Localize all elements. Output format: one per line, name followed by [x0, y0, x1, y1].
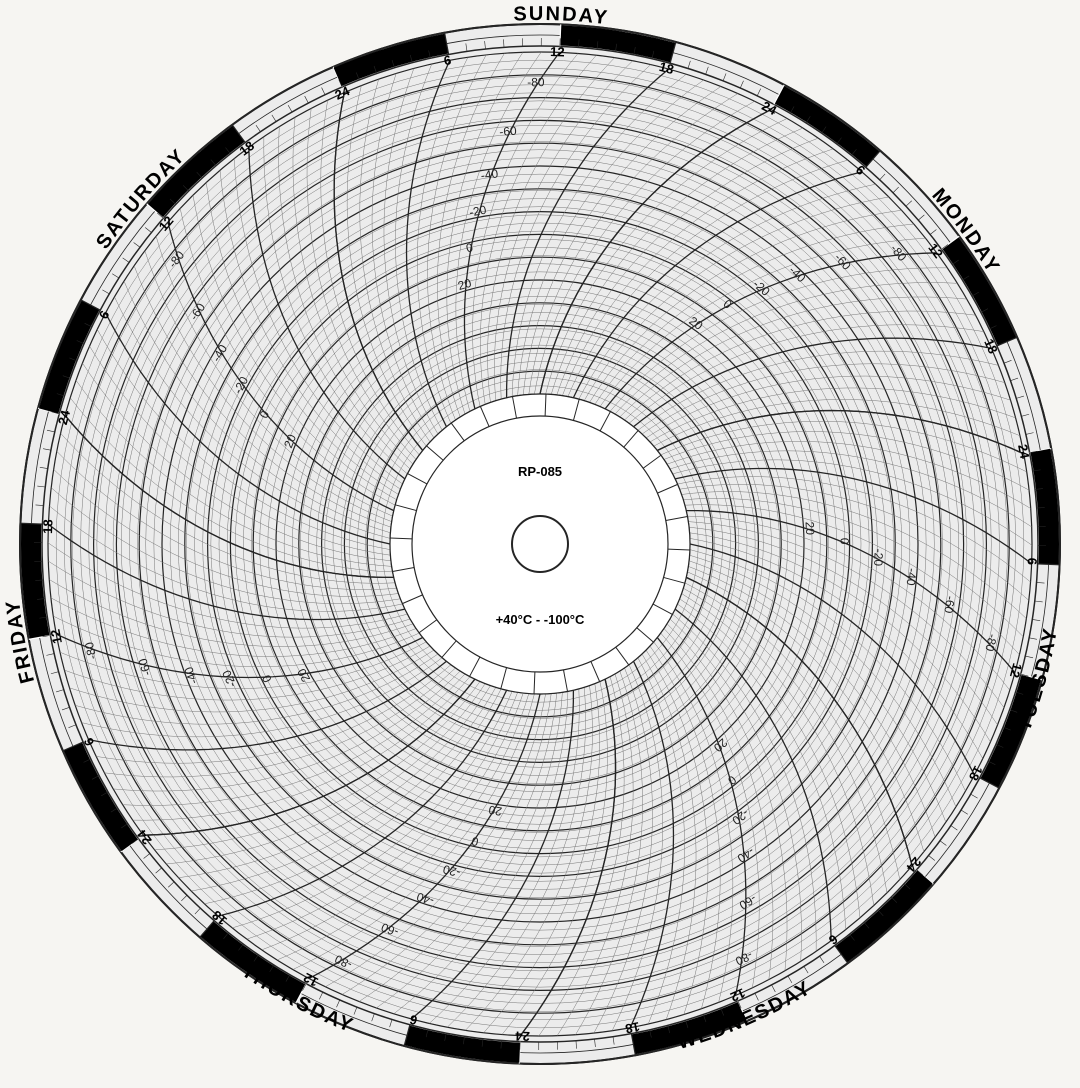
scale-label: -40 [480, 166, 499, 182]
range-label: +40°C - -100°C [496, 612, 585, 627]
hour-label: 18 [40, 519, 56, 534]
circular-chart: 6121824612182461218246121824612182461218… [0, 0, 1080, 1088]
scale-label: -80 [527, 75, 545, 89]
hour-label: 12 [550, 44, 565, 60]
model-label: RP-085 [518, 464, 562, 479]
scale-label: 20 [487, 802, 503, 818]
scale-label: -40 [904, 568, 920, 587]
scale-label: -60 [941, 595, 957, 615]
hour-label: 6 [1025, 558, 1040, 566]
hub-area [414, 418, 666, 670]
scale-label: -20 [871, 548, 886, 566]
scale-label: 20 [802, 521, 817, 535]
scale-label: -60 [499, 124, 518, 139]
hour-label: 18 [624, 1019, 641, 1036]
scale-label: 0 [837, 538, 851, 545]
hour-label: 12 [48, 628, 65, 645]
hour-label: 24 [514, 1028, 530, 1044]
